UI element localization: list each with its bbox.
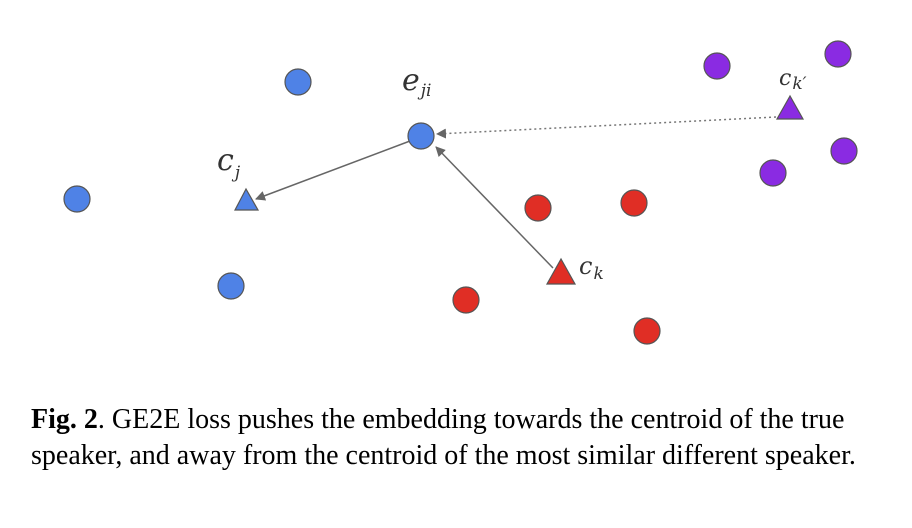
label-ck: ck (579, 252, 604, 284)
purple-embedding (824, 40, 852, 68)
purple-embedding (703, 52, 731, 80)
arrow-to-true-centroid (255, 140, 411, 201)
ge2e-diagram: eji cj ck ck′ (63, 40, 858, 345)
caption-text: . GE2E loss pushes the embedding towards… (31, 404, 856, 471)
red-embedding (633, 317, 661, 345)
label-ck-prime: ck′ (779, 66, 807, 94)
embedding-eji (407, 122, 435, 150)
arrow-from-red-centroid (435, 146, 554, 269)
label-eji: eji (402, 63, 431, 101)
red-embedding (524, 194, 552, 222)
centroid-ck-prime (775, 94, 805, 120)
centroid-cj (234, 187, 260, 211)
figure-caption: Fig. 2. GE2E loss pushes the embedding t… (31, 402, 891, 474)
blue-embedding (284, 68, 312, 96)
red-embedding (620, 189, 648, 217)
purple-embedding (759, 159, 787, 187)
centroid-ck (545, 257, 577, 285)
caption-figure-label: Fig. 2 (31, 404, 98, 435)
blue-embedding (217, 272, 245, 300)
purple-embedding (830, 137, 858, 165)
dotted-arrow-from-purple-centroid (436, 116, 777, 139)
blue-embedding (63, 185, 91, 213)
red-embedding (452, 286, 480, 314)
label-cj: cj (217, 143, 241, 183)
